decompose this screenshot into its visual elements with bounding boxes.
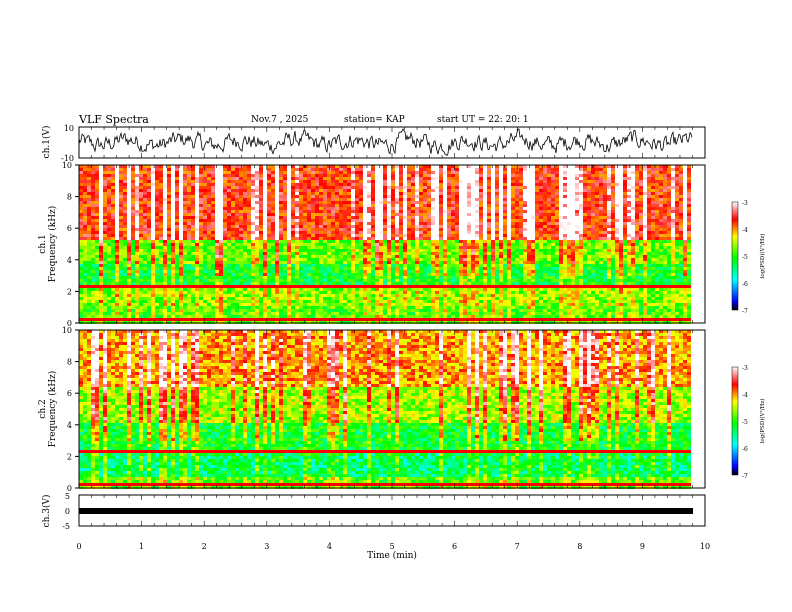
- ch1-cb-tick-6: -6: [742, 281, 748, 288]
- spec2-yticks-tick-4: 4: [67, 421, 72, 430]
- ch1-waveform-line: [78, 128, 693, 157]
- ch1-ytick-top: 10: [64, 124, 74, 133]
- ch2-spec-ylabel-line2: Frequency (kHz): [47, 371, 58, 448]
- ch2-cb-tick-3: -3: [742, 365, 748, 372]
- ch1-cb-tick-5: -5: [742, 254, 748, 261]
- ch3-ytick-top: 5: [65, 492, 70, 501]
- x-tick-1: 1: [139, 542, 144, 551]
- spec1-yticks-tick-6: 6: [67, 224, 72, 233]
- spec2-yticks-tick-0: 0: [67, 484, 72, 493]
- ch1-waveform-panel: ch.1(V) 10 -10: [41, 124, 706, 163]
- x-tick-5: 5: [389, 542, 394, 551]
- spec1-yticks-tick-10: 10: [62, 161, 72, 170]
- spec1-yticks-tick-2: 2: [67, 287, 72, 296]
- ch2-spectrogram-panel: ch.2 Frequency (kHz) 0 2 4 6 8 10: [38, 326, 706, 493]
- ch1-cb-tick-4: -4: [742, 227, 748, 234]
- ch2-spec-ylabel-line1: ch.2: [38, 399, 48, 418]
- spec2-yticks-tick-10: 10: [62, 326, 72, 335]
- x-tick-9: 9: [640, 542, 645, 551]
- ch3-ytick-bottom: -5: [62, 522, 70, 531]
- x-tick-3: 3: [264, 542, 269, 551]
- ch1-spec-ylabel-line1: ch.1: [38, 234, 48, 253]
- spec2-yticks-tick-6: 6: [67, 389, 72, 398]
- spec1-yticks-tick-0: 0: [67, 319, 72, 328]
- ch2-cb-label: log(PSD)(V²/Hz): [759, 399, 766, 444]
- station-label: station= KAP: [344, 115, 405, 125]
- spec2-yticks-tick-8: 8: [67, 358, 72, 367]
- date-label: Nov.7 , 2025: [251, 115, 309, 125]
- ch2-cb-tick-7: -7: [742, 473, 748, 480]
- x-tick-0: 0: [76, 542, 81, 551]
- ch2-spectrogram: [79, 330, 691, 489]
- ch3-trace-band: [79, 508, 693, 514]
- spec2-yticks-tick-2: 2: [67, 452, 72, 461]
- x-tick-2: 2: [202, 542, 207, 551]
- time-axis: 0 1 2 3 4 5 6 7 8 9 10: [76, 127, 710, 551]
- x-tick-4: 4: [327, 542, 332, 551]
- chart-title: VLF Spectra: [79, 113, 149, 126]
- ch2-cb-tick-4: -4: [742, 392, 748, 399]
- x-tick-8: 8: [577, 542, 582, 551]
- ch1-ylabel: ch.1(V): [41, 126, 52, 159]
- ch3-ytick-mid: 0: [65, 507, 70, 516]
- ch3-trace-panel: ch.3(V) 5 0 -5: [41, 492, 706, 531]
- ch2-cb-tick-6: -6: [742, 446, 748, 453]
- ch3-ylabel: ch.3(V): [41, 495, 52, 528]
- x-tick-10: 10: [700, 542, 710, 551]
- ch1-cb-label: log(PSD)(V²/Hz): [759, 234, 766, 279]
- x-tick-6: 6: [452, 542, 457, 551]
- spec1-yticks-tick-4: 4: [67, 256, 72, 265]
- ch1-ytick-bottom: -10: [61, 154, 74, 163]
- start-time-label: start UT = 22: 20: 1: [437, 115, 529, 125]
- x-tick-7: 7: [515, 542, 520, 551]
- spec1-yticks-tick-8: 8: [67, 193, 72, 202]
- ch1-cb-tick-7: -7: [742, 308, 748, 315]
- ch1-spectrogram: [79, 165, 691, 324]
- ch1-cb-tick-3: -3: [742, 200, 748, 207]
- ch2-cb-tick-5: -5: [742, 419, 748, 426]
- ch1-spectrogram-panel: ch.1 Frequency (kHz) 0 2 4 6 8 10: [38, 161, 706, 328]
- ch2-colorbar: -3 -4 -5 -6 -7 log(PSD)(V²/Hz): [731, 365, 766, 480]
- x-axis-label: Time (min): [367, 550, 417, 561]
- ch1-colorbar: -3 -4 -5 -6 -7 log(PSD)(V²/Hz): [731, 200, 766, 315]
- ch1-spec-ylabel-line2: Frequency (kHz): [47, 206, 58, 283]
